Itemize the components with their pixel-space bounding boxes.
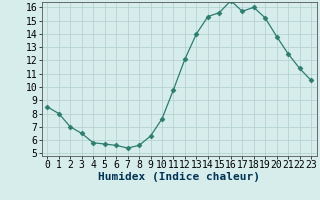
X-axis label: Humidex (Indice chaleur): Humidex (Indice chaleur) — [98, 172, 260, 182]
